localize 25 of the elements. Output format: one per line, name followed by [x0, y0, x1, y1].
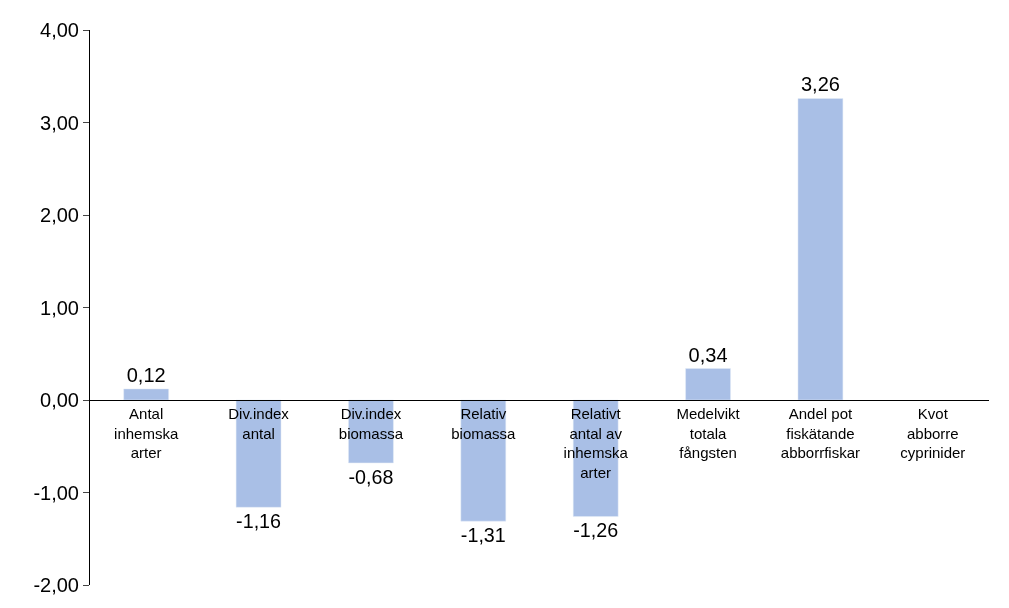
data-label: -1,31 [460, 523, 506, 546]
x-tick-label: Relativt antal av inhemska arter [563, 405, 629, 481]
x-tick-label: Relativ biomassa [451, 405, 517, 442]
data-label: 0,34 [688, 343, 728, 366]
y-tick-label: -1,00 [33, 481, 79, 504]
data-label: 0,12 [126, 363, 166, 386]
y-tick-label: -2,00 [33, 574, 79, 596]
y-tick-label: 2,00 [40, 204, 79, 226]
x-tick-label: Kvot abborre cyprinider [900, 405, 966, 461]
data-label: -0,68 [348, 465, 394, 488]
x-tick-label: Antal inhemska arter [114, 405, 179, 461]
y-tick-label: 4,00 [40, 19, 79, 41]
x-tick-label: Andel pot fiskätande abborrfiskar [780, 405, 861, 461]
y-tick-label: 0,00 [40, 389, 79, 411]
x-tick-label: Medelvikt totala fångsten [676, 405, 741, 461]
data-label: -1,16 [236, 510, 282, 533]
y-tick-label: 3,00 [40, 111, 79, 134]
data-label: -1,26 [573, 519, 619, 542]
bar [685, 368, 731, 401]
bar [123, 388, 169, 401]
x-tick-label: Div.index biomassa [338, 405, 404, 442]
data-label: 3,26 [800, 73, 840, 96]
x-tick-label: Div.index antal [228, 405, 290, 442]
y-tick-label: 1,00 [40, 296, 79, 319]
bar [797, 98, 844, 401]
